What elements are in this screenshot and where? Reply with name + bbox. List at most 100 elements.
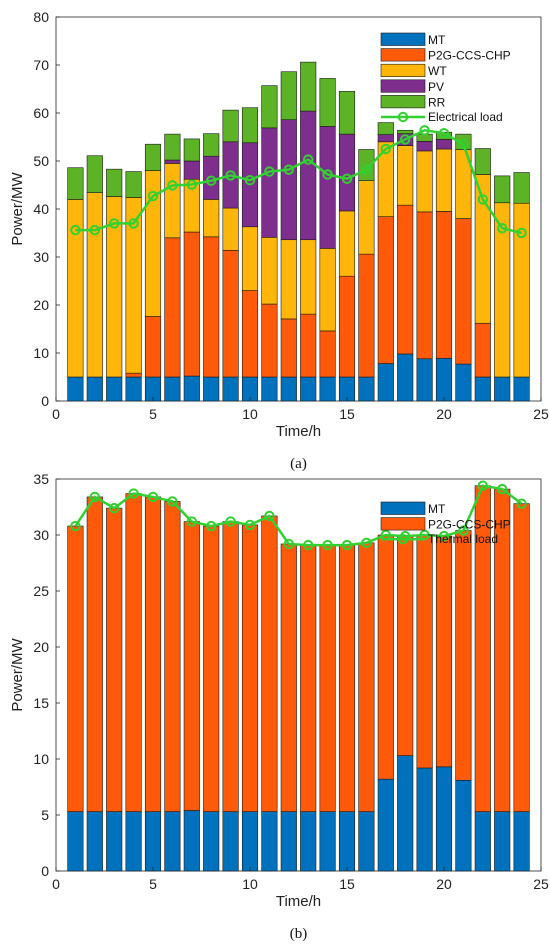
bar-p2g-ccs-chp-h20 [435, 211, 453, 359]
load-marker-h8 [206, 175, 217, 186]
load-marker-h21 [458, 139, 469, 150]
bar-mt-h21 [455, 779, 472, 872]
bar-wt-h14 [319, 248, 336, 332]
bar-p2g-ccs-chp-h18 [397, 535, 414, 756]
bar-p2g-ccs-chp-h10 [241, 290, 259, 378]
x-axis-label: Time/h [276, 893, 321, 910]
legend-label: MT [428, 502, 446, 516]
bar-mt-h16 [358, 376, 375, 402]
x-tick-label: 20 [436, 876, 452, 892]
bar-mt-h6 [164, 811, 181, 872]
y-tick-label: 10 [33, 345, 49, 361]
load-marker-h20 [438, 530, 450, 542]
bar-wt-h9 [222, 207, 239, 251]
bar-rr-h18 [397, 129, 414, 134]
bar-p2g-ccs-chp-h24 [513, 503, 530, 812]
legend-swatch-mt [380, 32, 426, 46]
load-marker-h24 [516, 227, 527, 239]
legend-label: Electrical load [428, 110, 503, 124]
y-tick-label: 15 [33, 695, 49, 711]
load-marker-h18 [400, 134, 411, 145]
load-marker-h16 [361, 537, 372, 549]
bar-mt-h6 [164, 376, 181, 402]
bar-mt-h23 [494, 376, 511, 402]
load-marker-h10 [244, 175, 256, 186]
bar-wt-h7 [183, 178, 200, 233]
y-tick-label: 0 [41, 863, 49, 879]
bar-mt-h1 [67, 811, 84, 872]
bar-wt-h15 [338, 210, 356, 277]
y-tick-label: 30 [33, 249, 49, 265]
bar-p2g-ccs-chp-h22 [474, 322, 491, 378]
x-tick-label: 20 [436, 406, 452, 422]
bar-p2g-ccs-chp-h10 [241, 524, 259, 812]
legend-line-marker [397, 534, 409, 545]
bar-pv-h19 [416, 141, 433, 152]
bar-rr-h9 [222, 109, 239, 143]
load-marker-h20 [438, 127, 450, 139]
bar-rr-h13 [300, 61, 317, 112]
load-marker-h10 [244, 519, 256, 531]
load-marker-h13 [303, 539, 314, 551]
legend-label: WT [428, 64, 447, 78]
bar-pv-h7 [183, 160, 200, 180]
bar-p2g-ccs-chp-h9 [222, 249, 239, 378]
legend-label: RR [428, 95, 446, 109]
legend-swatch-p2g-ccs-chp [380, 517, 426, 531]
bar-mt-h24 [513, 811, 530, 872]
bar-mt-h24 [513, 376, 530, 402]
load-marker-h1 [70, 520, 81, 532]
legend-label: MT [428, 33, 446, 47]
x-tick-label: 25 [533, 406, 549, 422]
x-tick-label: 5 [149, 876, 157, 892]
bar-p2g-ccs-chp-h18 [397, 204, 414, 355]
load-marker-h14 [322, 539, 333, 551]
x-tick-label: 0 [52, 876, 60, 892]
bar-p2g-ccs-chp-h7 [183, 231, 200, 377]
bar-p2g-ccs-chp-h13 [300, 544, 317, 812]
panel-caption: (b) [290, 926, 308, 942]
bar-p2g-ccs-chp-h19 [416, 534, 433, 769]
load-marker-h19 [419, 125, 430, 136]
bar-mt-h5 [144, 811, 162, 872]
bar-p2g-ccs-chp-h17 [377, 216, 394, 364]
bar-mt-h17 [377, 778, 394, 872]
bar-mt-h23 [494, 811, 511, 872]
bar-mt-h22 [474, 376, 491, 402]
bar-p2g-ccs-chp-h6 [164, 237, 181, 378]
bar-mt-h17 [377, 363, 394, 402]
load-marker-h2 [89, 491, 101, 503]
bar-rr-h8 [203, 133, 220, 157]
chart-panel-b: 0 5 10 15 20 25 0 5 10 15 20 25 30 35 Time/h Power/MW (b… [9, 471, 549, 942]
bar-rr-h15 [338, 91, 356, 135]
bar-mt-h8 [203, 811, 220, 872]
load-marker-h13 [303, 154, 314, 165]
bar-mt-h9 [222, 811, 239, 872]
bar-mt-h2 [86, 376, 103, 402]
bar-p2g-ccs-chp-h11 [261, 303, 278, 378]
bar-mt-h21 [455, 363, 472, 402]
legend-label: P2G-CCS-CHP [428, 518, 511, 532]
chart-panel-a: 0 5 10 15 20 25 0 10 20 30 40 50 60 70 80 Time/h Power/M… [9, 9, 549, 472]
bar-p2g-ccs-chp-h14 [319, 330, 336, 378]
bar-mt-h3 [106, 811, 123, 872]
bar-p2g-ccs-chp-h5 [144, 496, 162, 812]
bar-p2g-ccs-chp-h13 [300, 313, 317, 378]
load-marker-h23 [497, 483, 508, 495]
bar-wt-h13 [300, 239, 317, 315]
bar-rr-h1 [67, 167, 84, 200]
legend-swatch-pv [380, 79, 426, 93]
bar-p2g-ccs-chp-h2 [86, 496, 103, 812]
bar-mt-h12 [280, 811, 297, 872]
bar-p2g-ccs-chp-h20 [435, 535, 453, 768]
load-marker-h15 [341, 173, 353, 184]
bar-rr-h11 [261, 85, 278, 129]
bar-rr-h4 [125, 171, 142, 198]
load-marker-h11 [264, 166, 275, 177]
bar-rr-h23 [494, 175, 511, 204]
bar-p2g-ccs-chp-h16 [358, 253, 375, 378]
bar-mt-h9 [222, 376, 239, 402]
bar-wt-h8 [203, 199, 220, 238]
legend-swatch-mt [380, 501, 426, 515]
